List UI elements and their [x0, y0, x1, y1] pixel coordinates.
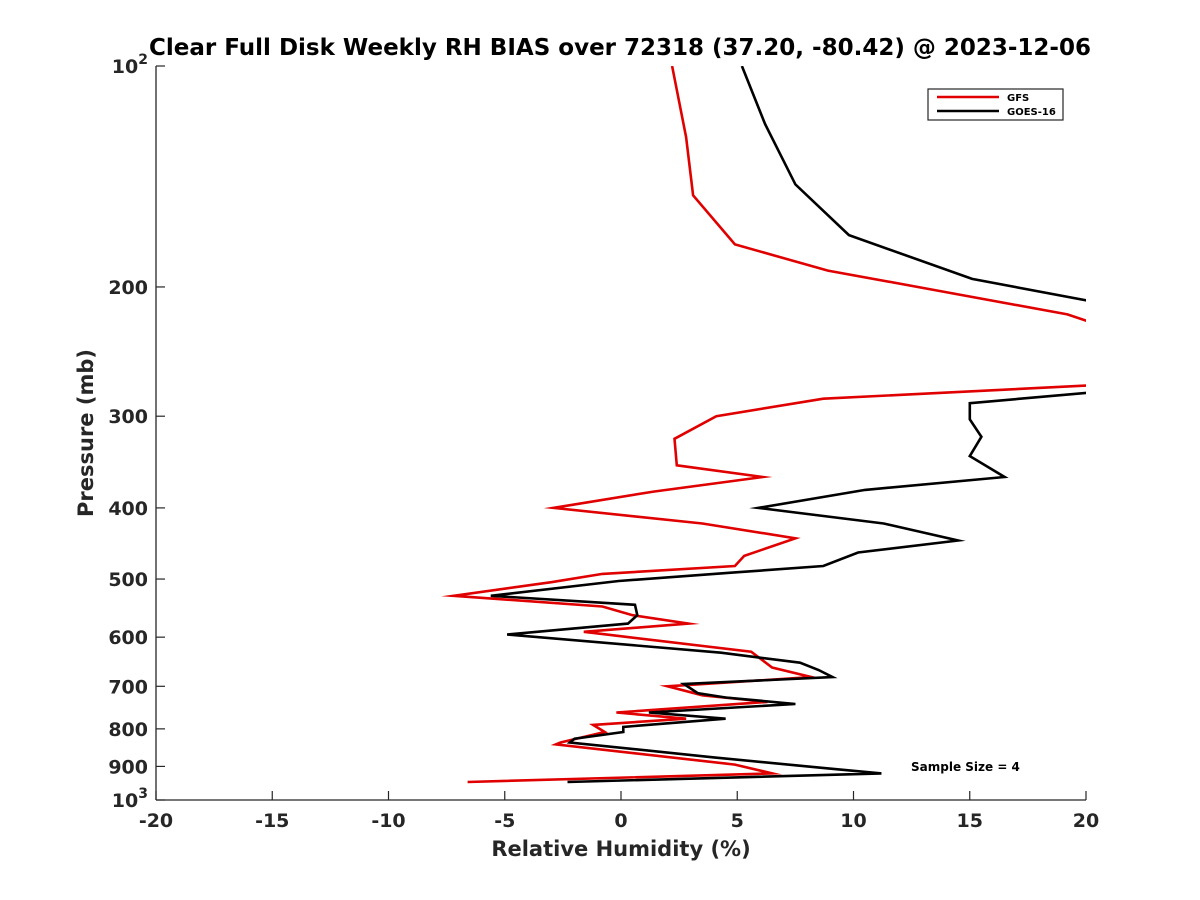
y-tick-label: 300: [108, 406, 148, 428]
y-axis-label: Pressure (mb): [74, 349, 98, 517]
x-tick-label: -15: [255, 810, 289, 832]
y-tick-label: 700: [108, 676, 148, 698]
plot-area: [156, 66, 1086, 800]
y-tick-label: 200: [108, 277, 148, 299]
x-tick-label: -5: [494, 810, 515, 832]
axes-layer: -20 -15 -10 -5 0 5 10 15 20 102 200 300 400 500 600 700…: [108, 52, 1099, 832]
x-tick-label: -20: [139, 810, 173, 832]
chart-title: Clear Full Disk Weekly RH BIAS over 7231…: [149, 35, 1091, 61]
x-tick-label: 20: [1073, 810, 1099, 832]
y-tick-label: 500: [108, 569, 148, 591]
legend: GFS GOES-16: [927, 88, 1064, 121]
x-tick-label: -10: [371, 810, 405, 832]
legend-box: [927, 88, 1064, 121]
y-tick-label: 600: [108, 627, 148, 649]
series-layer: [441, 66, 1086, 784]
y-tick-label: 102: [112, 52, 148, 78]
legend-gfs-label: GFS: [1007, 93, 1029, 104]
series-line-goes-16: [490, 66, 1086, 784]
x-tick-label: 10: [840, 810, 866, 832]
series-line-gfs: [441, 66, 1086, 784]
x-tick-label: 15: [957, 810, 983, 832]
y-tick-label: 900: [108, 756, 148, 778]
y-tick-label: 103: [112, 786, 148, 812]
x-tick-label: 5: [731, 810, 744, 832]
x-axis-label: Relative Humidity (%): [491, 837, 750, 861]
plot-background: [156, 66, 1086, 800]
sample-size-annotation: Sample Size = 4: [911, 760, 1020, 774]
legend-goes16-label: GOES-16: [1007, 107, 1056, 118]
y-tick-label: 800: [108, 719, 148, 741]
x-tick-label: 0: [614, 810, 627, 832]
y-tick-label: 400: [108, 498, 148, 520]
